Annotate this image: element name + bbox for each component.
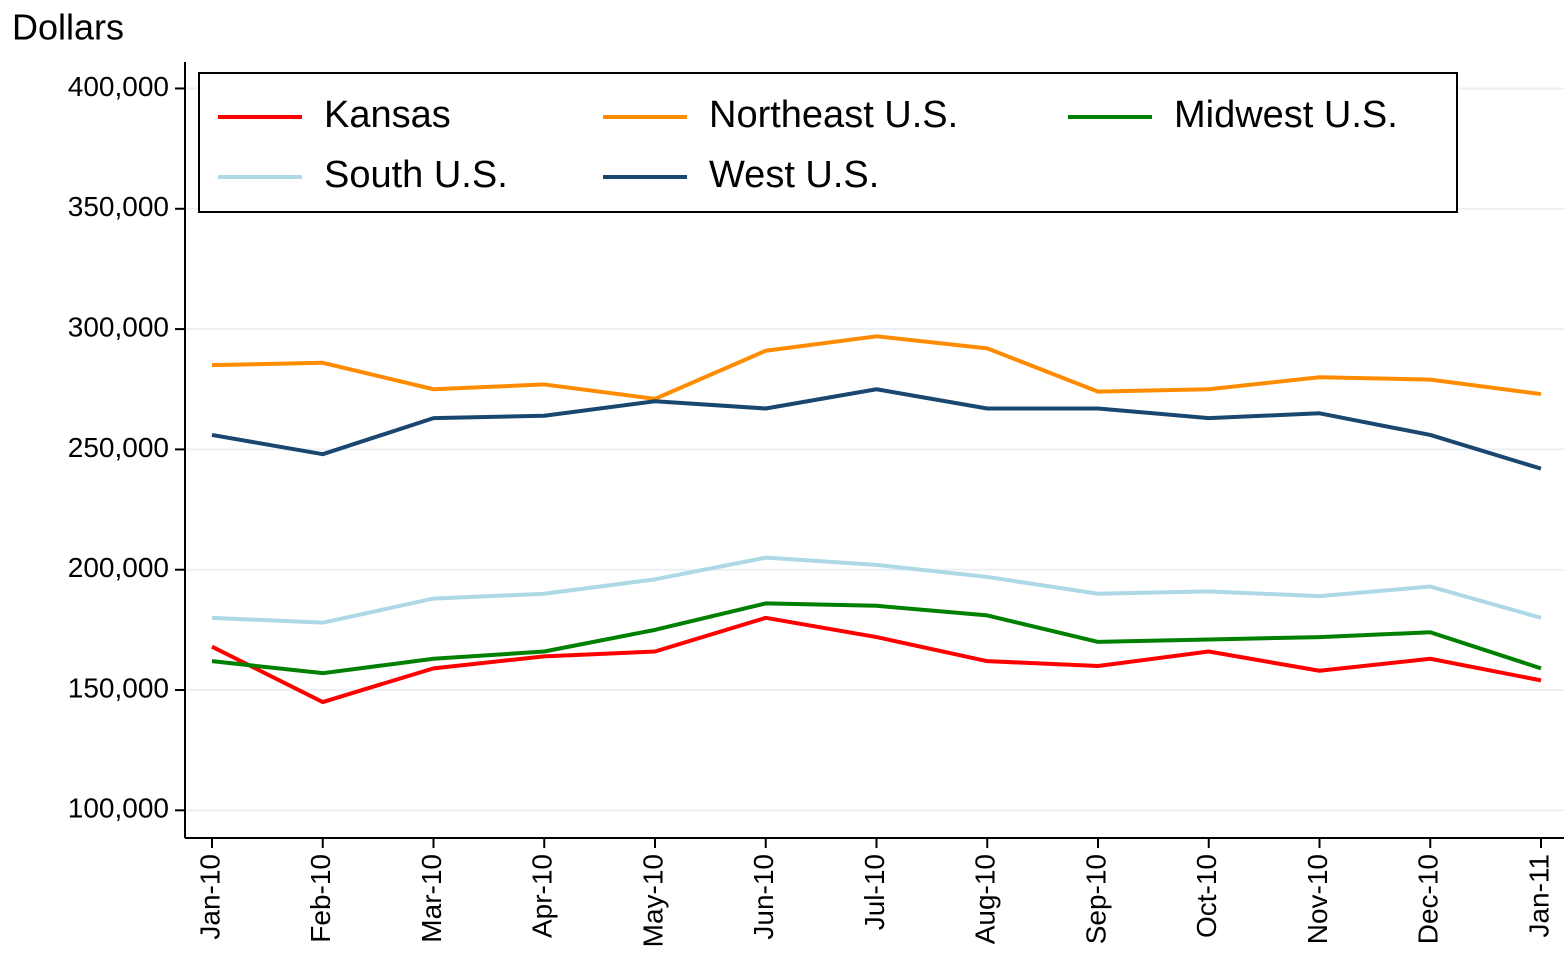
series-line xyxy=(211,334,1542,401)
legend-label: Kansas xyxy=(324,94,451,136)
y-tick-label: 200,000 xyxy=(68,552,169,583)
x-tick-label: Oct-10 xyxy=(1191,854,1222,938)
x-tick-label: Jun-10 xyxy=(748,854,779,940)
x-tick-label: Nov-10 xyxy=(1302,854,1333,944)
series-line xyxy=(211,615,1542,705)
x-tick-label: Feb-10 xyxy=(305,854,336,943)
y-tick-label: 150,000 xyxy=(68,672,169,703)
x-tick-label: Apr-10 xyxy=(527,854,558,938)
y-tick-label: 350,000 xyxy=(68,191,169,222)
x-tick-label: Mar-10 xyxy=(416,854,447,943)
x-tick-label: Dec-10 xyxy=(1413,854,1444,944)
legend-label: West U.S. xyxy=(709,154,879,196)
legend-label: Northeast U.S. xyxy=(709,94,958,136)
legend-label: South U.S. xyxy=(324,154,508,196)
y-tick-label: 100,000 xyxy=(68,793,169,824)
legend-box xyxy=(198,72,1458,213)
x-tick-label: Aug-10 xyxy=(970,854,1001,944)
series-line xyxy=(211,601,1542,676)
x-tick-label: Jan-10 xyxy=(194,854,225,940)
x-tick-label: Sep-10 xyxy=(1080,854,1111,944)
x-tick-label: Jan-11 xyxy=(1523,854,1554,938)
series-line xyxy=(211,387,1542,471)
y-tick-label: 400,000 xyxy=(68,71,169,102)
series-line xyxy=(211,555,1542,625)
x-tick-label: May-10 xyxy=(637,854,668,947)
legend-label: Midwest U.S. xyxy=(1174,94,1398,136)
y-tick-label: 300,000 xyxy=(68,311,169,342)
x-tick-label: Jul-10 xyxy=(859,854,890,930)
y-tick-label: 250,000 xyxy=(68,432,169,463)
y-axis-label: Dollars xyxy=(12,7,124,48)
